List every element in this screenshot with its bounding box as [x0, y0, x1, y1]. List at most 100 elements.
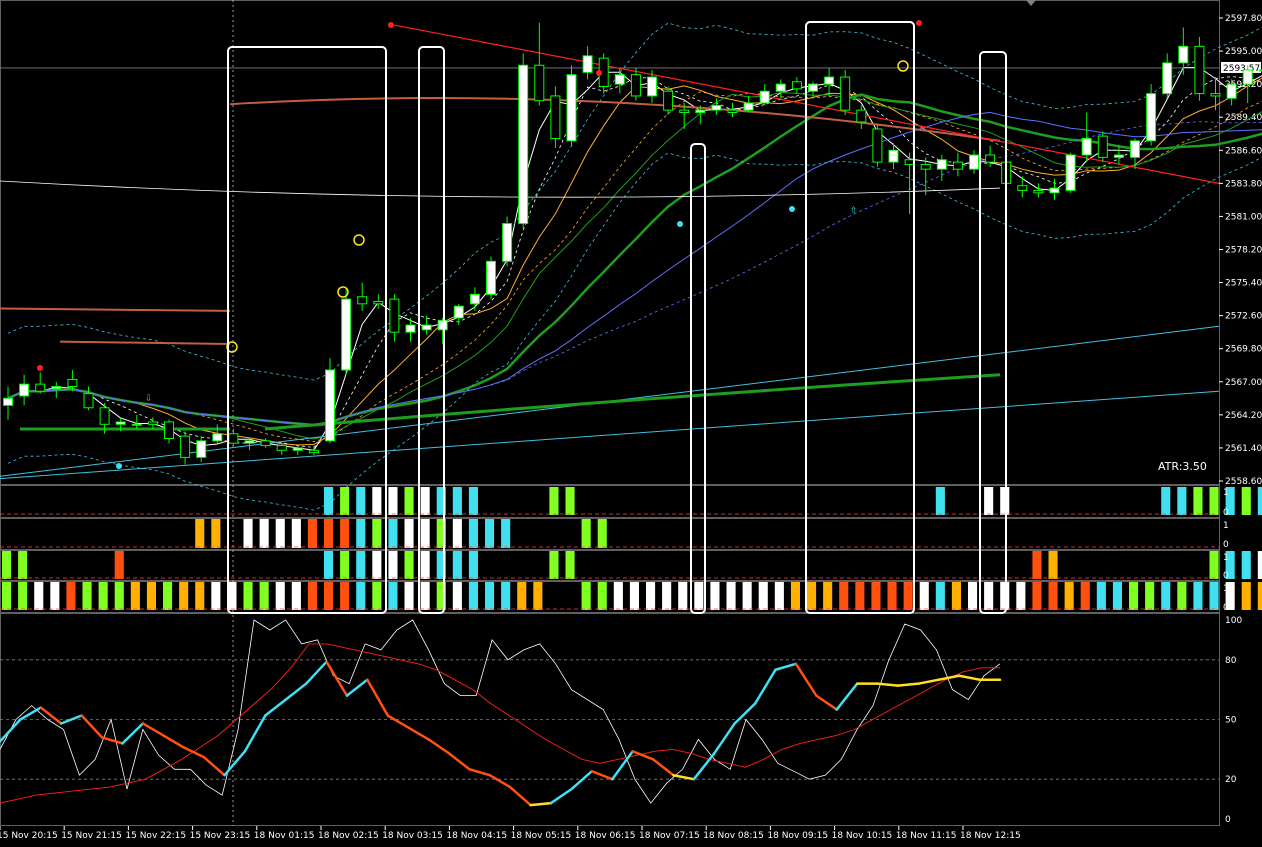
signal-cell: [1193, 487, 1203, 515]
channel-line-lower: [0, 390, 1220, 480]
signal-cell: [984, 487, 994, 515]
signal-cell: [66, 582, 76, 610]
oscillator-tick-label: 50: [1225, 716, 1237, 726]
candle-body: [775, 83, 786, 92]
signal-cell: [436, 551, 446, 579]
signal-cell: [340, 551, 350, 579]
signal-cell: [307, 519, 317, 548]
candle-body: [856, 109, 867, 123]
signal-cell: [388, 582, 398, 610]
brown-level: [0, 307, 231, 312]
signal-cell: [1048, 582, 1058, 610]
signal-line-segment: [264, 698, 287, 717]
candle-body: [518, 64, 529, 225]
candle-body: [1033, 189, 1044, 194]
signal-line-segment: [651, 758, 675, 777]
moving-average-line: [7, 91, 1262, 440]
moving-average-line: [7, 121, 1262, 426]
signal-cell: [935, 487, 945, 515]
signal-line-segment: [937, 674, 961, 681]
signal-cell: [533, 582, 543, 610]
signal-cell: [1257, 551, 1262, 579]
candle-body: [389, 298, 400, 333]
candle-body: [260, 440, 271, 447]
signal-line-segment: [488, 773, 512, 789]
signal-cell: [452, 519, 462, 548]
signal-line-segment: [570, 769, 594, 791]
signal-cell: [1112, 582, 1122, 610]
signal-line-segment: [59, 714, 83, 725]
signal-line-segment: [80, 714, 104, 739]
signal-line-segment: [794, 662, 818, 697]
signal-cell: [452, 582, 462, 610]
green-long-ma: [264, 373, 1001, 431]
price-tick-label: 2575.40: [1225, 279, 1262, 289]
signal-cell: [678, 582, 688, 610]
candle-body: [663, 90, 674, 111]
signal-cell: [436, 487, 446, 515]
candle-body: [727, 109, 738, 113]
signal-cell: [114, 551, 124, 579]
signal-circle: [353, 234, 365, 246]
signal-cell: [1080, 582, 1090, 610]
signal-circle: [897, 60, 909, 72]
candle-body: [453, 305, 464, 319]
up-arrow-icon: ⇧: [850, 202, 857, 216]
candle-body: [743, 102, 754, 111]
signal-cell: [613, 582, 623, 610]
signal-cell: [324, 487, 334, 515]
signal-cell: [18, 551, 28, 579]
price-tick-label: 2597.80: [1225, 14, 1262, 24]
signal-cell: [1161, 487, 1171, 515]
signal-line-segment: [386, 714, 410, 729]
signal-line-segment: [0, 718, 22, 743]
price-tick-label: 2583.80: [1225, 179, 1262, 189]
candle-body: [1097, 135, 1108, 158]
signal-cell: [1032, 551, 1042, 579]
signal-line-segment: [202, 756, 226, 777]
oscillator-tick-label: 100: [1225, 616, 1242, 626]
time-tick-label: 18 Nov 09:15: [767, 831, 828, 841]
signal-cell: [420, 487, 430, 515]
candle-body: [421, 324, 432, 331]
candles: [3, 22, 1262, 465]
signal-cell: [340, 487, 350, 515]
signal-cell: [1209, 487, 1219, 515]
signal-cell: [372, 582, 382, 610]
candle-body: [292, 447, 303, 451]
signal-cell: [404, 519, 414, 548]
signal-line-segment: [815, 694, 838, 711]
signal-matrix: [0, 487, 1262, 610]
candle-body: [1162, 62, 1173, 95]
time-tick-label: 18 Nov 01:15: [254, 831, 315, 841]
price-axis: 2597.802595.002592.202589.402586.602583.…: [1219, 14, 1262, 487]
signal-cell: [404, 551, 414, 579]
signal-line-segment: [672, 773, 696, 781]
current-price-box: [1221, 61, 1261, 73]
time-axis: 15 Nov 20:15 15 Nov 21:15 15 Nov 22:15 15 N…: [0, 826, 1021, 841]
signal-cell: [1161, 582, 1171, 610]
signal-cell: [1177, 487, 1187, 515]
candle-body: [647, 76, 657, 97]
price-tick-label: 2581.00: [1225, 212, 1262, 222]
signal-cell: [195, 519, 205, 548]
signal-line-segment: [19, 706, 43, 721]
time-tick-label: 15 Nov 21:15: [61, 831, 122, 841]
signal-cell: [34, 582, 44, 610]
candle-body: [936, 159, 947, 170]
signal-axis-zero: 0: [1223, 540, 1229, 550]
signal-cell: [468, 487, 478, 515]
signal-cell: [468, 582, 478, 610]
signal-cell: [420, 551, 430, 579]
signal-cell: [662, 582, 672, 610]
time-tick-label: 15 Nov 20:15: [0, 831, 58, 841]
signal-cell: [179, 582, 189, 610]
signal-cell: [1209, 582, 1219, 610]
candle-body: [1049, 187, 1060, 194]
candle-body: [1017, 185, 1028, 191]
signal-cell: [1241, 487, 1251, 515]
oscillator-tick-label: 80: [1225, 656, 1237, 666]
candle-body: [469, 293, 480, 305]
candle-body: [1146, 93, 1157, 142]
